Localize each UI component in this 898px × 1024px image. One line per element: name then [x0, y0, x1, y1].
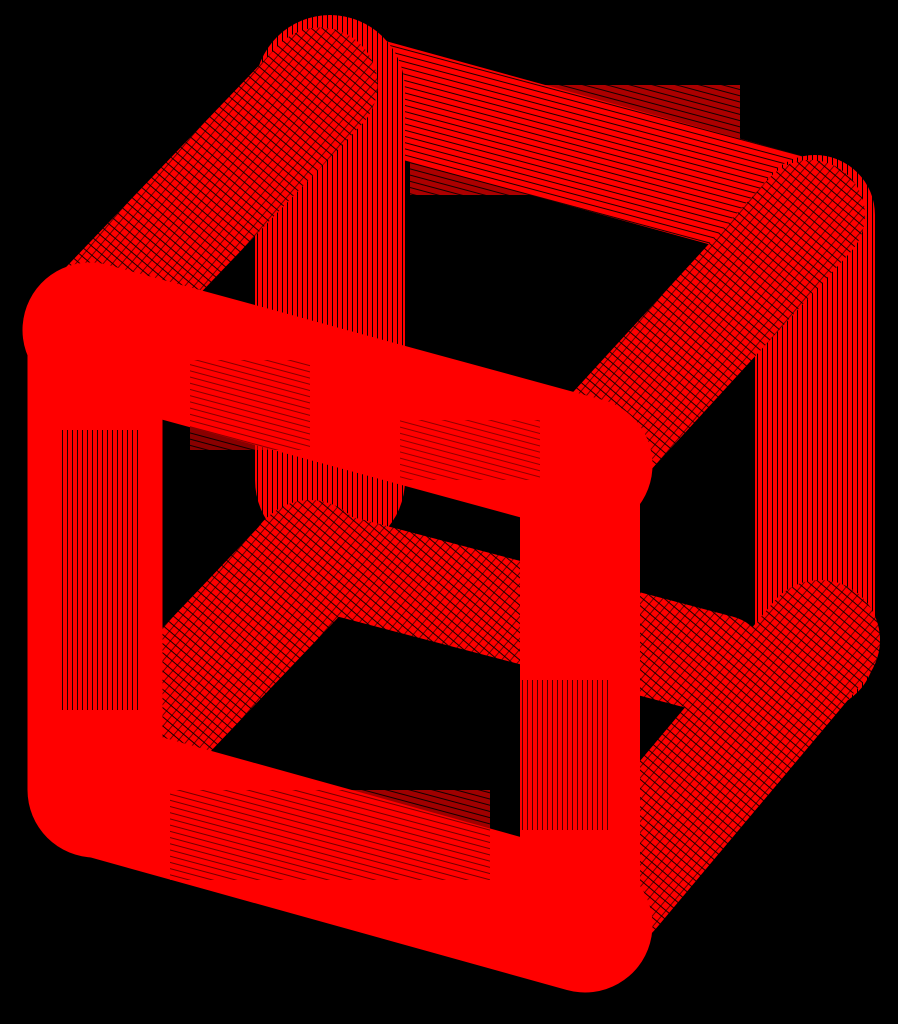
- hatch-texture-overlays: [62, 85, 840, 880]
- hatch-patch-bottom: [170, 790, 490, 880]
- hatch-patch-center: [400, 420, 540, 480]
- hatch-patch-right: [770, 340, 840, 550]
- hatch-patch-bottom-right: [520, 680, 610, 830]
- hatch-patch-top: [410, 85, 740, 195]
- hatch-patch-mid: [190, 360, 310, 450]
- hatch-patch-left: [62, 430, 142, 710]
- edge-back-bottom: [250, 505, 770, 715]
- edge-depth-bottom-right: [550, 580, 880, 950]
